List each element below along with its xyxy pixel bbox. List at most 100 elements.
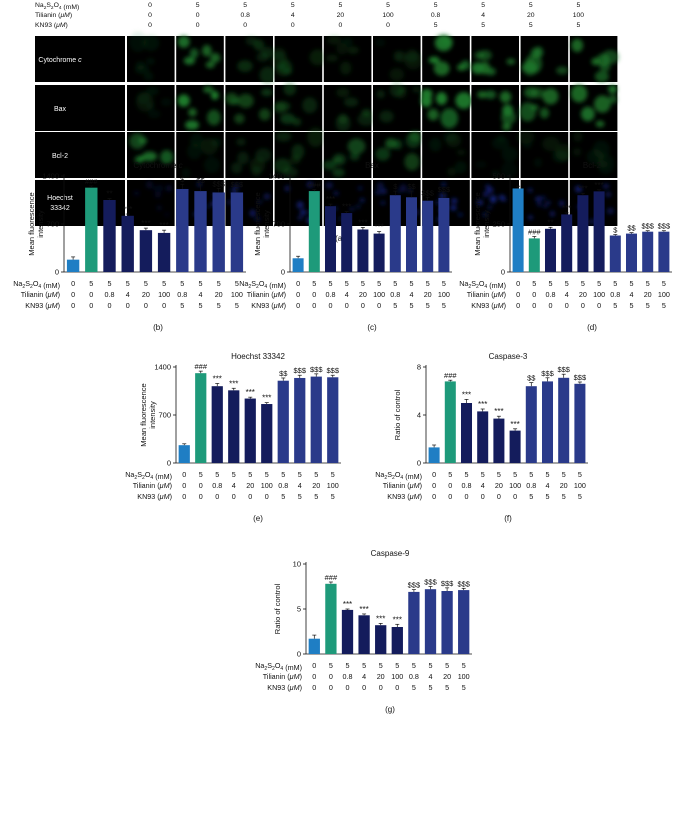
bar <box>558 377 570 463</box>
micro-cell-blob <box>458 213 463 216</box>
condition-value: 5 <box>429 661 433 670</box>
micro-row-label-bg <box>35 36 125 82</box>
micro-image-cell <box>520 180 569 226</box>
condition-value: 0.8 <box>105 290 115 299</box>
y-tick-label: 1400 <box>154 363 171 372</box>
condition-value: 5 <box>361 279 365 288</box>
bar <box>327 377 339 463</box>
y-tick-label: 0 <box>281 268 285 277</box>
micro-image-signal <box>375 38 423 81</box>
micro-image-signal <box>335 87 375 132</box>
y-axis-label: Ratio of control <box>393 389 402 440</box>
micro-condition-value: 5 <box>243 2 247 9</box>
micro-cell-blob <box>137 155 146 162</box>
micro-image-signal <box>271 47 327 77</box>
panel-label: (g) <box>385 705 395 714</box>
micro-image-cell <box>471 36 519 82</box>
condition-value: 5 <box>442 301 446 310</box>
micro-cell-blob <box>283 82 297 96</box>
micro-cell-blob <box>550 211 555 217</box>
bar <box>391 627 403 654</box>
micro-cell-blob <box>296 201 304 209</box>
micro-cell-blob <box>203 156 220 174</box>
micro-image-signal <box>323 138 366 177</box>
micro-image-cell <box>127 85 175 131</box>
condition-value: 0 <box>312 672 316 681</box>
condition-value: 0 <box>532 301 536 310</box>
condition-value: 0 <box>432 470 436 479</box>
micro-image-signal <box>477 90 516 131</box>
condition-value: 5 <box>462 661 466 670</box>
significance-annotation: $$$ <box>541 369 554 378</box>
condition-value: 100 <box>458 672 470 681</box>
micro-cell-blob <box>558 200 565 207</box>
significance-annotation: ### <box>444 371 457 380</box>
bar <box>194 191 207 272</box>
micro-condition-value: 0.8 <box>240 12 250 19</box>
micro-cell-blob <box>202 85 214 94</box>
micro-row-label: Bax <box>54 106 67 113</box>
micro-cell-blob <box>533 46 544 58</box>
bar <box>493 418 505 463</box>
micro-cell-blob <box>404 51 423 70</box>
condition-value: 0 <box>199 492 203 501</box>
condition-value: 0 <box>232 492 236 501</box>
condition-value: 5 <box>562 492 566 501</box>
micro-image-signal <box>517 130 573 168</box>
micro-cell-blob <box>501 161 518 179</box>
micro-cell-blob <box>129 132 146 150</box>
micro-cell-blob <box>136 91 150 105</box>
micro-cell-blob <box>145 57 155 65</box>
micro-image-signal <box>521 46 569 76</box>
condition-value: 5 <box>429 683 433 692</box>
micro-image-signal <box>475 135 518 179</box>
micro-cell-blob <box>181 168 191 178</box>
condition-value: 100 <box>593 290 605 299</box>
condition-value: 0.8 <box>526 481 536 490</box>
micro-cell-blob <box>586 149 604 165</box>
micro-cell-blob <box>375 147 391 161</box>
micro-image-signal <box>527 188 565 220</box>
bar <box>85 187 98 272</box>
micro-cell-blob <box>347 46 359 54</box>
bar-chart-caspase-3: Caspase-3 Ratio of control 0 4 8 ### *** *** ***… <box>375 352 588 523</box>
condition-value: 0 <box>346 683 350 692</box>
micro-image-signal <box>177 85 221 130</box>
condition-value: 20 <box>215 290 223 299</box>
bar <box>375 625 387 654</box>
micro-image-cell <box>569 36 619 83</box>
micro-cell-blob <box>258 108 271 121</box>
micro-condition-label: Na2S2O4 (mM) <box>35 2 79 11</box>
micro-image-signal <box>376 83 421 123</box>
micro-cell-blob <box>327 35 342 45</box>
condition-value: 5 <box>546 470 550 479</box>
chart-title: Cytochrome c <box>133 161 182 170</box>
bar <box>121 215 134 272</box>
condition-value: 4 <box>565 290 569 299</box>
significance-annotation: *** <box>562 204 571 213</box>
micro-cell-blob <box>325 182 333 189</box>
condition-value: 0 <box>395 683 399 692</box>
micro-image-cell <box>422 132 470 178</box>
micro-condition-value: 4 <box>481 12 485 19</box>
condition-value: 0.8 <box>278 481 288 490</box>
significance-annotation: $$$ <box>310 365 323 374</box>
micro-condition-value: 100 <box>382 12 394 19</box>
y-axis-label: Mean fluorescenceintensity <box>27 192 45 255</box>
micro-image-cell <box>273 127 324 178</box>
micro-condition-value: 5 <box>291 2 295 9</box>
condition-value: 0 <box>549 301 553 310</box>
micro-cell-blob <box>571 38 584 53</box>
condition-value: 5 <box>393 301 397 310</box>
micro-cell-blob <box>201 44 212 57</box>
significance-annotation: $$$ <box>438 185 451 194</box>
micro-cell-blob <box>349 207 354 211</box>
micro-cell-blob <box>429 137 442 152</box>
micro-cell-blob <box>594 70 609 83</box>
micro-cell-blob <box>185 120 200 130</box>
micro-image-signal <box>181 133 222 178</box>
significance-annotation: *** <box>510 420 519 429</box>
micro-cell-blob <box>602 184 610 189</box>
micro-cell-blob <box>237 93 254 108</box>
condition-value: 0.8 <box>409 672 419 681</box>
